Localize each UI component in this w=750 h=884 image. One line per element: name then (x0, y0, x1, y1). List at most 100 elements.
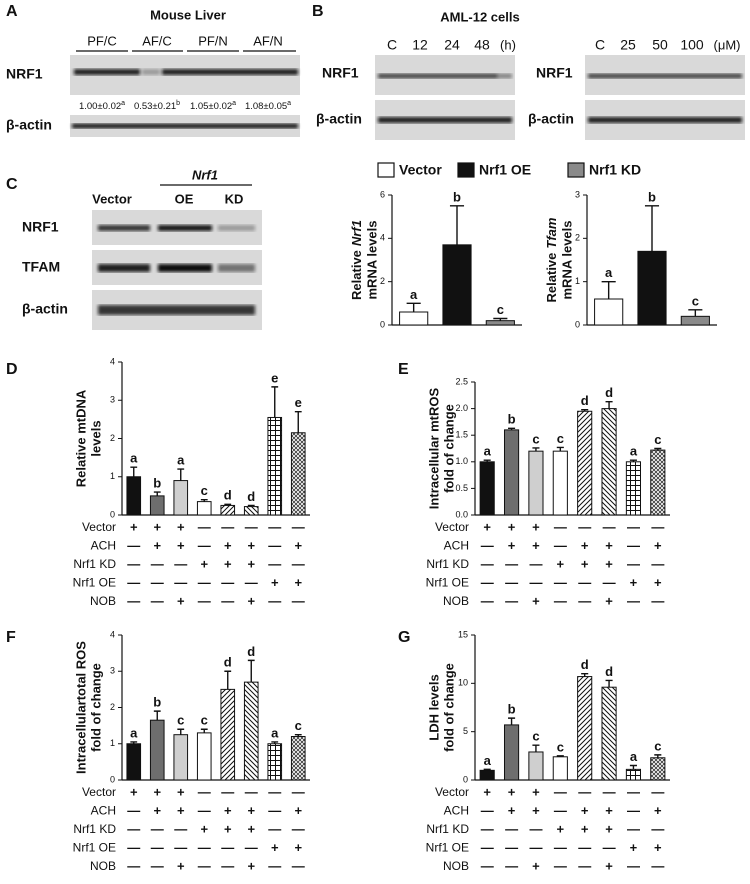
bar (399, 311, 429, 326)
significance-letter: b (453, 189, 461, 204)
col-label: KD (225, 191, 244, 206)
row-label: NRF1 (322, 65, 359, 81)
condition-sign: + (224, 821, 232, 836)
condition-sign: + (247, 821, 255, 836)
condition-sign: — (554, 858, 567, 873)
y-axis-label: levels (88, 420, 103, 456)
condition-sign: — (554, 519, 567, 534)
error-bar (581, 408, 589, 412)
condition-sign: — (481, 593, 494, 608)
band (72, 123, 298, 129)
condition-sign: — (268, 519, 281, 534)
condition-sign: — (245, 575, 258, 590)
condition-sign: — (292, 556, 305, 571)
significance-letter: c (532, 431, 539, 446)
error-bar (493, 317, 508, 321)
y-axis-label: fold of change (441, 404, 456, 493)
condition-sign: — (578, 858, 591, 873)
significance-letter: a (130, 725, 138, 740)
condition-sign: — (198, 858, 211, 873)
band (588, 117, 742, 123)
legend-label: Nrf1 OE (479, 162, 531, 178)
significance-letter: b (508, 412, 516, 427)
condition-sign: + (483, 784, 491, 799)
condition-sign: + (153, 803, 161, 818)
error-bar (629, 459, 637, 462)
condition-sign: — (578, 593, 591, 608)
condition-sign: + (224, 538, 232, 553)
bar (290, 736, 306, 781)
significance-letter: c (497, 302, 504, 317)
bar (503, 724, 520, 781)
bar (243, 681, 259, 781)
error-bar (508, 427, 516, 430)
condition-sign: + (153, 519, 161, 534)
condition-sign: + (177, 858, 185, 873)
blot-title: AML-12 cells (440, 9, 519, 24)
condition-sign: + (200, 556, 208, 571)
condition-sign: — (529, 575, 542, 590)
condition-sign: + (271, 840, 279, 855)
bar (625, 768, 642, 781)
condition-sign: — (174, 821, 187, 836)
significance-letter: c (295, 718, 302, 733)
y-axis-label-part: Relative (349, 250, 364, 300)
condition-sign: — (481, 538, 494, 553)
y-axis-label: Relative mtDNA (73, 389, 88, 487)
col-label: 50 (652, 37, 668, 53)
condition-sign: + (294, 575, 302, 590)
condition-sign: — (292, 858, 305, 873)
condition-sign: — (481, 803, 494, 818)
condition-sign: + (605, 556, 613, 571)
band (142, 69, 160, 75)
error-bar (654, 754, 662, 758)
y-tick-label: 1 (110, 738, 115, 748)
condition-sign: + (532, 519, 540, 534)
condition-sign: — (245, 784, 258, 799)
significance-letter: a (630, 444, 638, 459)
condition-label: Nrf1 OE (426, 576, 469, 590)
col-label: 24 (444, 37, 460, 53)
col-label: C (595, 37, 605, 53)
error-bar (130, 466, 138, 477)
condition-sign: — (127, 575, 140, 590)
bar (577, 676, 593, 781)
bar (220, 504, 236, 516)
y-tick-label: 0 (380, 319, 385, 329)
y-tick-label: 0 (110, 774, 115, 784)
condition-sign: + (581, 556, 589, 571)
y-axis-label: mRNA levels (559, 221, 574, 300)
error-bar (177, 728, 185, 735)
condition-sign: + (532, 858, 540, 873)
condition-sign: — (292, 519, 305, 534)
bar (126, 743, 142, 781)
condition-sign: — (268, 803, 281, 818)
row-label: TFAM (22, 259, 60, 275)
bar (220, 688, 236, 781)
error-bar (271, 386, 279, 418)
bar (126, 476, 142, 516)
condition-sign: + (247, 858, 255, 873)
significance-letter: a (130, 451, 138, 466)
col-label: 48 (474, 37, 490, 53)
band (74, 69, 140, 75)
y-tick-label: 3 (110, 395, 115, 405)
bar (290, 432, 306, 516)
condition-sign: + (224, 803, 232, 818)
y-axis-label-gene: Tfam (544, 217, 559, 249)
bar (267, 416, 283, 516)
bar (503, 429, 520, 516)
condition-sign: + (532, 803, 540, 818)
error-bar (629, 764, 637, 770)
condition-sign: — (221, 575, 234, 590)
panel-label: C (6, 176, 18, 193)
band (98, 305, 255, 315)
gene-header: Nrf1 (192, 167, 218, 182)
condition-label: Nrf1 OE (426, 841, 469, 855)
significance-letter: b (648, 189, 656, 204)
significance-letter: a (484, 444, 492, 459)
condition-sign: — (221, 784, 234, 799)
error-bar (224, 670, 232, 690)
bar (149, 719, 165, 781)
condition-sign: + (153, 784, 161, 799)
